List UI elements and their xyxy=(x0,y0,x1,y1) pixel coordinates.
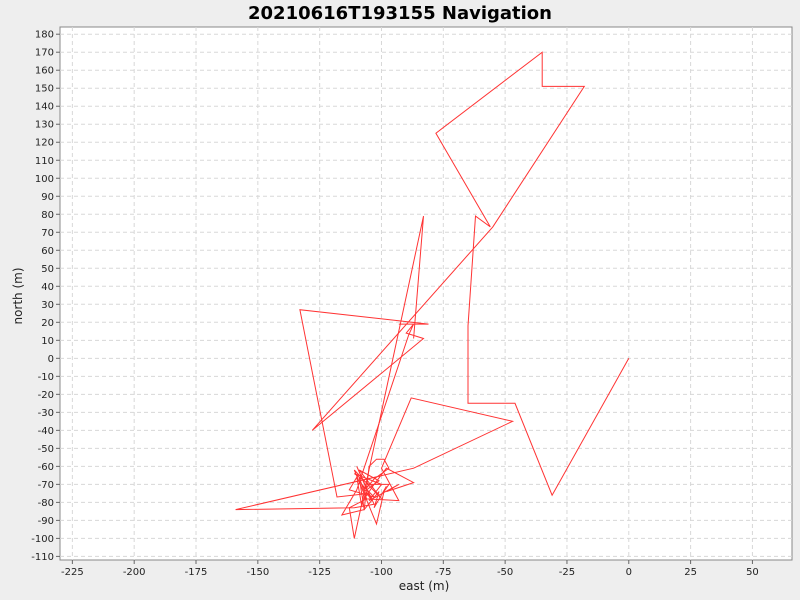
x-tick-label: -175 xyxy=(185,567,208,578)
y-tick-label: 10 xyxy=(41,336,54,347)
y-tick-label: -30 xyxy=(38,408,54,419)
y-tick-label: -90 xyxy=(38,516,54,527)
y-tick-label: 20 xyxy=(41,318,54,329)
y-tick-label: 60 xyxy=(41,246,54,257)
y-tick-label: 90 xyxy=(41,192,54,203)
x-tick-label: -50 xyxy=(497,567,513,578)
x-tick-label: 25 xyxy=(684,567,697,578)
x-tick-label: 0 xyxy=(626,567,632,578)
x-tick-label: -125 xyxy=(308,567,331,578)
x-tick-label: -25 xyxy=(559,567,575,578)
y-tick-label: 150 xyxy=(35,84,54,95)
y-tick-label: -100 xyxy=(31,534,54,545)
plot-area xyxy=(59,26,793,561)
y-tick-label: 70 xyxy=(41,228,54,239)
x-tick-label: -225 xyxy=(61,567,84,578)
y-tick-label: -40 xyxy=(38,426,54,437)
y-tick-label: -20 xyxy=(38,390,54,401)
y-tick-label: 50 xyxy=(41,264,54,275)
y-tick-label: -110 xyxy=(31,552,54,563)
x-tick-label: -150 xyxy=(246,567,269,578)
y-tick-label: 170 xyxy=(35,48,54,59)
x-tick-label: 50 xyxy=(746,567,759,578)
y-tick-label: -70 xyxy=(38,480,54,491)
y-tick-label: 100 xyxy=(35,174,54,185)
y-tick-label: 130 xyxy=(35,120,54,131)
y-tick-label: 30 xyxy=(41,300,54,311)
y-tick-label: 80 xyxy=(41,210,54,221)
y-tick-label: 160 xyxy=(35,66,54,77)
y-tick-label: 0 xyxy=(48,354,54,365)
x-tick-label: -100 xyxy=(370,567,393,578)
y-tick-label: -80 xyxy=(38,498,54,509)
x-tick-label: -200 xyxy=(123,567,146,578)
y-tick-label: -60 xyxy=(38,462,54,473)
series-line-2 xyxy=(348,215,424,539)
y-tick-label: 180 xyxy=(35,30,54,41)
series-group xyxy=(235,51,630,539)
y-tick-label: 120 xyxy=(35,138,54,149)
gridlines xyxy=(60,27,792,560)
y-tick-label: 140 xyxy=(35,102,54,113)
y-tick-label: -50 xyxy=(38,444,54,455)
y-tick-label: 110 xyxy=(35,156,54,167)
axes: -225 -200 -175 -150 -125 -100 -75 -50 -25 0 25 50-1… xyxy=(31,30,759,578)
y-tick-label: 40 xyxy=(41,282,54,293)
y-tick-label: -10 xyxy=(38,372,54,383)
x-tick-label: -75 xyxy=(435,567,451,578)
y-axis-title: north (m) xyxy=(11,267,25,324)
chart-title: 20210616T193155 Navigation xyxy=(248,3,552,24)
series-line-1 xyxy=(235,51,630,526)
x-axis-title: east (m) xyxy=(399,579,450,593)
